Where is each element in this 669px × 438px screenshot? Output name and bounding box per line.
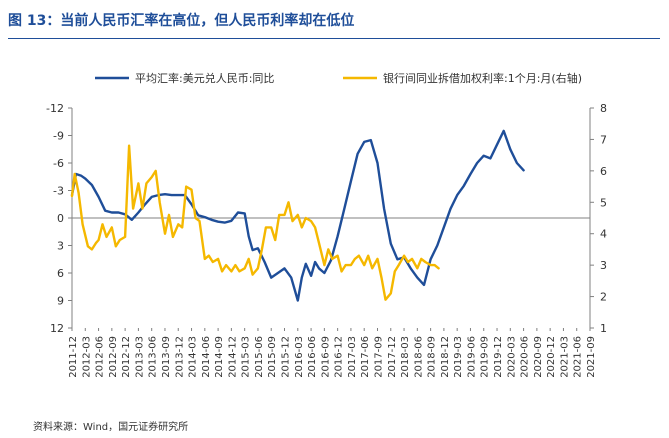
x-tick-label: 2015-03 — [241, 336, 252, 378]
x-tick-label: 2021-09 — [586, 336, 597, 378]
x-tick-label: 2017-06 — [360, 336, 371, 378]
title-divider — [8, 38, 660, 39]
x-tick-label: 2018-06 — [413, 336, 424, 378]
x-tick-label: 2017-12 — [387, 336, 398, 378]
right-tick-label: 7 — [600, 133, 607, 146]
left-tick-label: -6 — [53, 157, 64, 170]
right-tick-label: 3 — [600, 259, 607, 272]
x-tick-label: 2017-03 — [347, 336, 358, 378]
series-line-fx-yoy — [70, 129, 525, 302]
x-tick-label: 2014-06 — [201, 336, 212, 378]
x-tick-label: 2019-12 — [493, 336, 504, 378]
x-tick-label: 2020-12 — [546, 336, 557, 378]
source-note: 资料来源：Wind，国元证券研究所 — [33, 422, 189, 433]
legend-label: 平均汇率:美元兑人民币:同比 — [135, 71, 274, 85]
x-tick-label: 2016-12 — [334, 336, 345, 378]
left-tick-label: 9 — [57, 295, 64, 308]
x-tick-label: 2020-06 — [520, 336, 531, 378]
x-tick-label: 2020-09 — [533, 336, 544, 378]
x-tick-label: 2014-12 — [227, 336, 238, 378]
x-tick-label: 2021-03 — [559, 336, 570, 378]
series-line-interbank-rate — [70, 144, 440, 301]
x-tick-label: 2012-06 — [95, 336, 106, 378]
x-tick-label: 2015-09 — [267, 336, 278, 378]
x-tick-label: 2018-12 — [440, 336, 451, 378]
right-tick-label: 1 — [600, 322, 607, 335]
right-tick-label: 2 — [600, 291, 607, 304]
left-tick-label: -3 — [53, 185, 64, 198]
left-tick-label: 12 — [50, 322, 64, 335]
left-tick-label: -12 — [46, 102, 64, 115]
left-tick-label: 6 — [57, 267, 64, 280]
x-tick-label: 2020-03 — [506, 336, 517, 378]
x-tick-label: 2012-09 — [108, 336, 119, 378]
x-tick-label: 2018-09 — [427, 336, 438, 378]
x-tick-label: 2018-03 — [400, 336, 411, 378]
x-tick-label: 2013-03 — [134, 336, 145, 378]
x-tick-label: 2015-12 — [281, 336, 292, 378]
x-tick-label: 2013-09 — [161, 336, 172, 378]
right-tick-label: 4 — [600, 228, 607, 241]
x-tick-label: 2014-09 — [214, 336, 225, 378]
series-layer — [70, 129, 525, 302]
x-tick-label: 2012-03 — [81, 336, 92, 378]
x-tick-label: 2013-06 — [148, 336, 159, 378]
x-tick-label: 2017-09 — [373, 336, 384, 378]
x-tick-label: 2021-06 — [573, 336, 584, 378]
x-tick-label: 2011-12 — [68, 336, 79, 378]
right-tick-label: 8 — [600, 102, 607, 115]
left-tick-label: 0 — [57, 212, 64, 225]
left-tick-label: 3 — [57, 240, 64, 253]
legend: 平均汇率:美元兑人民币:同比 银行间同业拆借加权利率:1个月:月(右轴) — [95, 71, 582, 85]
left-tick-label: -9 — [53, 130, 64, 143]
x-tick-label: 2014-03 — [188, 336, 199, 378]
x-tick-label: 2019-06 — [466, 336, 477, 378]
x-tick-label: 2019-09 — [480, 336, 491, 378]
x-tick-label: 2016-03 — [294, 336, 305, 378]
x-tick-label: 2019-03 — [453, 336, 464, 378]
x-tick-label: 2016-09 — [320, 336, 331, 378]
x-tick-label: 2013-12 — [174, 336, 185, 378]
page-title: 图 13：当前人民币汇率在高位，但人民币利率却在低位 — [8, 13, 355, 29]
right-tick-label: 6 — [600, 165, 607, 178]
right-tick-label: 5 — [600, 196, 607, 209]
x-tick-label: 2012-12 — [121, 336, 132, 378]
legend-label: 银行间同业拆借加权利率:1个月:月(右轴) — [383, 71, 582, 85]
x-tick-label: 2015-06 — [254, 336, 265, 378]
x-tick-label: 2016-06 — [307, 336, 318, 378]
